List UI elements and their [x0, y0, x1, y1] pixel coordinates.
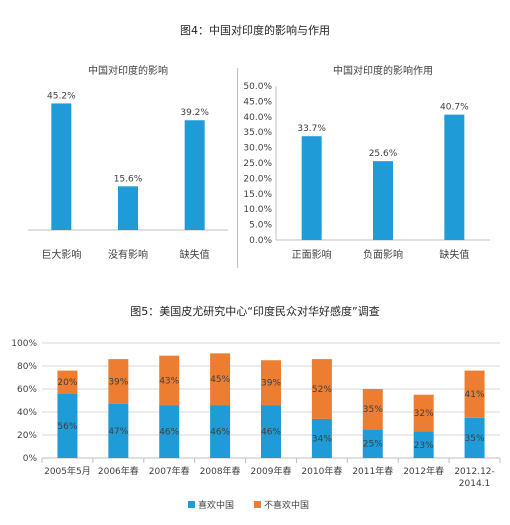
- bar-s0-5: [311, 418, 332, 458]
- y-tick-label-1: 20%: [17, 431, 37, 441]
- y-tick-label-10: 50.0%: [243, 82, 272, 92]
- data-label-s1-6: 35%: [363, 405, 383, 415]
- bar-2: [184, 120, 205, 230]
- panel-divider: [237, 68, 238, 268]
- chart-title: 中国对印度的影响: [88, 64, 168, 77]
- y-tick-label-8: 40.0%: [243, 113, 272, 123]
- data-label-s1-7: 32%: [414, 409, 434, 419]
- category-label-0: 正面影响: [292, 248, 332, 261]
- data-label-2: 40.7%: [440, 103, 469, 113]
- category-label-2: 2007年春: [149, 465, 190, 477]
- data-label-s0-2: 46%: [159, 428, 179, 438]
- legend-label-0: 喜欢中国: [198, 499, 234, 511]
- data-label-s1-0: 20%: [57, 378, 77, 388]
- data-label-s1-1: 39%: [108, 378, 128, 388]
- bar-2: [444, 114, 465, 240]
- data-label-s1-3: 45%: [210, 375, 230, 385]
- y-tick-label-3: 15.0%: [243, 190, 272, 200]
- data-label-s1-8: 41%: [465, 390, 485, 400]
- bar-s0-8: [464, 417, 485, 458]
- category-label-1: 2006年春: [98, 465, 139, 477]
- bar-s1-5: [311, 359, 332, 419]
- y-tick-label-3: 60%: [17, 385, 37, 395]
- category-label-8-line2: 2014.1: [459, 479, 491, 489]
- figure4-title: 图4：中国对印度的影响与作用: [180, 24, 330, 37]
- data-label-s1-2: 43%: [159, 376, 179, 386]
- category-label-5: 2010年春: [301, 465, 342, 477]
- figure5-title: 图5：美国皮尤研究中心“印度民众对华好感度”调查: [130, 305, 380, 318]
- y-tick-label-0: 0.0%: [249, 236, 272, 246]
- bar-s1-4: [261, 360, 281, 406]
- data-label-s0-4: 46%: [261, 428, 281, 438]
- y-tick-label-4: 80%: [17, 362, 37, 372]
- data-label-2: 39.2%: [180, 108, 209, 118]
- data-label-s0-0: 56%: [57, 422, 77, 432]
- data-label-1: 15.6%: [114, 174, 143, 184]
- bar-s1-1: [108, 359, 129, 404]
- bar-s1-7: [413, 394, 434, 432]
- category-label-1: 负面影响: [363, 248, 403, 261]
- y-tick-label-5: 25.0%: [243, 159, 272, 169]
- bar-s1-6: [362, 389, 383, 430]
- bar-s1-0: [57, 370, 78, 394]
- legend-swatch-0: [188, 501, 195, 508]
- bar-s1-8: [464, 370, 485, 418]
- category-label-0: 2005年5月: [44, 465, 91, 477]
- bar-s0-0: [57, 393, 78, 458]
- bar-1: [118, 186, 138, 230]
- category-label-4: 2009年春: [251, 465, 292, 477]
- y-tick-label-9: 45.0%: [243, 97, 272, 107]
- data-label-0: 33.7%: [297, 124, 326, 134]
- bar-0: [301, 136, 322, 240]
- chart-title: 中国对印度的影响作用: [333, 64, 433, 77]
- data-label-s0-6: 25%: [363, 440, 383, 450]
- y-tick-label-7: 35.0%: [243, 128, 272, 138]
- bar-s1-3: [210, 353, 231, 406]
- y-tick-label-0: 0%: [23, 454, 38, 464]
- bar-s0-7: [413, 431, 434, 458]
- data-label-s0-1: 47%: [108, 427, 128, 437]
- y-tick-label-2: 10.0%: [243, 205, 272, 215]
- category-label-6: 2011年春: [352, 465, 393, 477]
- bar-s0-6: [362, 429, 383, 458]
- bar-s0-4: [261, 405, 281, 458]
- legend-swatch-1: [254, 501, 261, 508]
- bar-0: [51, 103, 72, 230]
- y-tick-label-4: 20.0%: [243, 174, 272, 184]
- data-label-s0-8: 35%: [465, 434, 485, 444]
- y-tick-label-1: 5.0%: [249, 221, 272, 231]
- category-label-8-line1: 2012.12-: [454, 467, 494, 477]
- data-label-s1-4: 39%: [261, 379, 281, 389]
- bar-s1-2: [159, 355, 180, 406]
- data-label-s0-3: 46%: [210, 428, 230, 438]
- bar-s0-2: [159, 405, 180, 458]
- category-label-2: 缺失值: [180, 248, 210, 261]
- bar-s0-3: [210, 405, 231, 458]
- y-tick-label-5: 100%: [11, 339, 37, 349]
- legend-label-1: 不喜欢中国: [264, 499, 309, 511]
- y-tick-label-6: 30.0%: [243, 144, 272, 154]
- category-label-7: 2012年春: [403, 465, 444, 477]
- category-label-1: 没有影响: [108, 248, 148, 261]
- data-label-1: 25.6%: [369, 149, 398, 159]
- data-label-s1-5: 52%: [312, 385, 332, 395]
- bar-1: [373, 161, 393, 240]
- category-label-3: 2008年春: [200, 465, 241, 477]
- data-label-0: 45.2%: [47, 91, 76, 101]
- category-label-2: 缺失值: [439, 248, 469, 261]
- category-label-0: 巨大影响: [41, 248, 81, 261]
- data-label-s0-7: 23%: [414, 441, 434, 451]
- y-tick-label-2: 40%: [17, 408, 37, 418]
- data-label-s0-5: 34%: [312, 434, 332, 444]
- bar-s0-1: [108, 403, 129, 458]
